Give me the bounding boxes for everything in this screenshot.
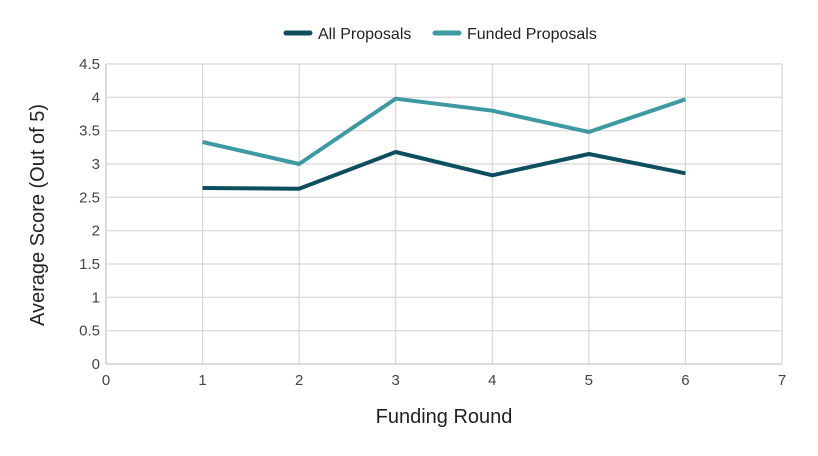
x-tick-label: 7 <box>778 372 786 389</box>
series-line-0 <box>202 150 686 191</box>
x-tick-label: 4 <box>488 372 496 389</box>
legend: All Proposals Funded Proposals <box>283 26 597 43</box>
axes: 0 0.5 1 1.5 2 2.5 3 3.5 4 4.5 0 1 2 3 4 5 6 7 <box>79 56 786 389</box>
x-axis-title: Funding Round <box>376 406 513 428</box>
x-tick-label: 6 <box>681 372 689 389</box>
y-tick-label: 0 <box>92 356 100 373</box>
series-lines <box>202 96 687 191</box>
series-line-1 <box>202 96 687 166</box>
legend-label: All Proposals <box>318 26 411 43</box>
y-tick-label: 1.5 <box>79 256 100 273</box>
y-tick-label: 2.5 <box>79 189 100 206</box>
y-tick-label: 1 <box>92 289 100 306</box>
x-tick-label: 1 <box>198 372 206 389</box>
x-tick-label: 3 <box>392 372 400 389</box>
y-tick-label: 4.5 <box>79 56 100 73</box>
x-tick-label: 0 <box>102 372 110 389</box>
y-axis-title: Average Score (Out of 5) <box>27 104 49 326</box>
x-tick-label: 5 <box>585 372 593 389</box>
y-tick-label: 0.5 <box>79 323 100 340</box>
grid <box>106 63 783 364</box>
y-tick-label: 4 <box>92 89 100 106</box>
x-tick-label: 2 <box>295 372 303 389</box>
legend-label: Funded Proposals <box>467 26 597 43</box>
y-tick-label: 3 <box>92 156 100 173</box>
y-tick-label: 2 <box>92 223 100 240</box>
y-tick-label: 3.5 <box>79 123 100 140</box>
